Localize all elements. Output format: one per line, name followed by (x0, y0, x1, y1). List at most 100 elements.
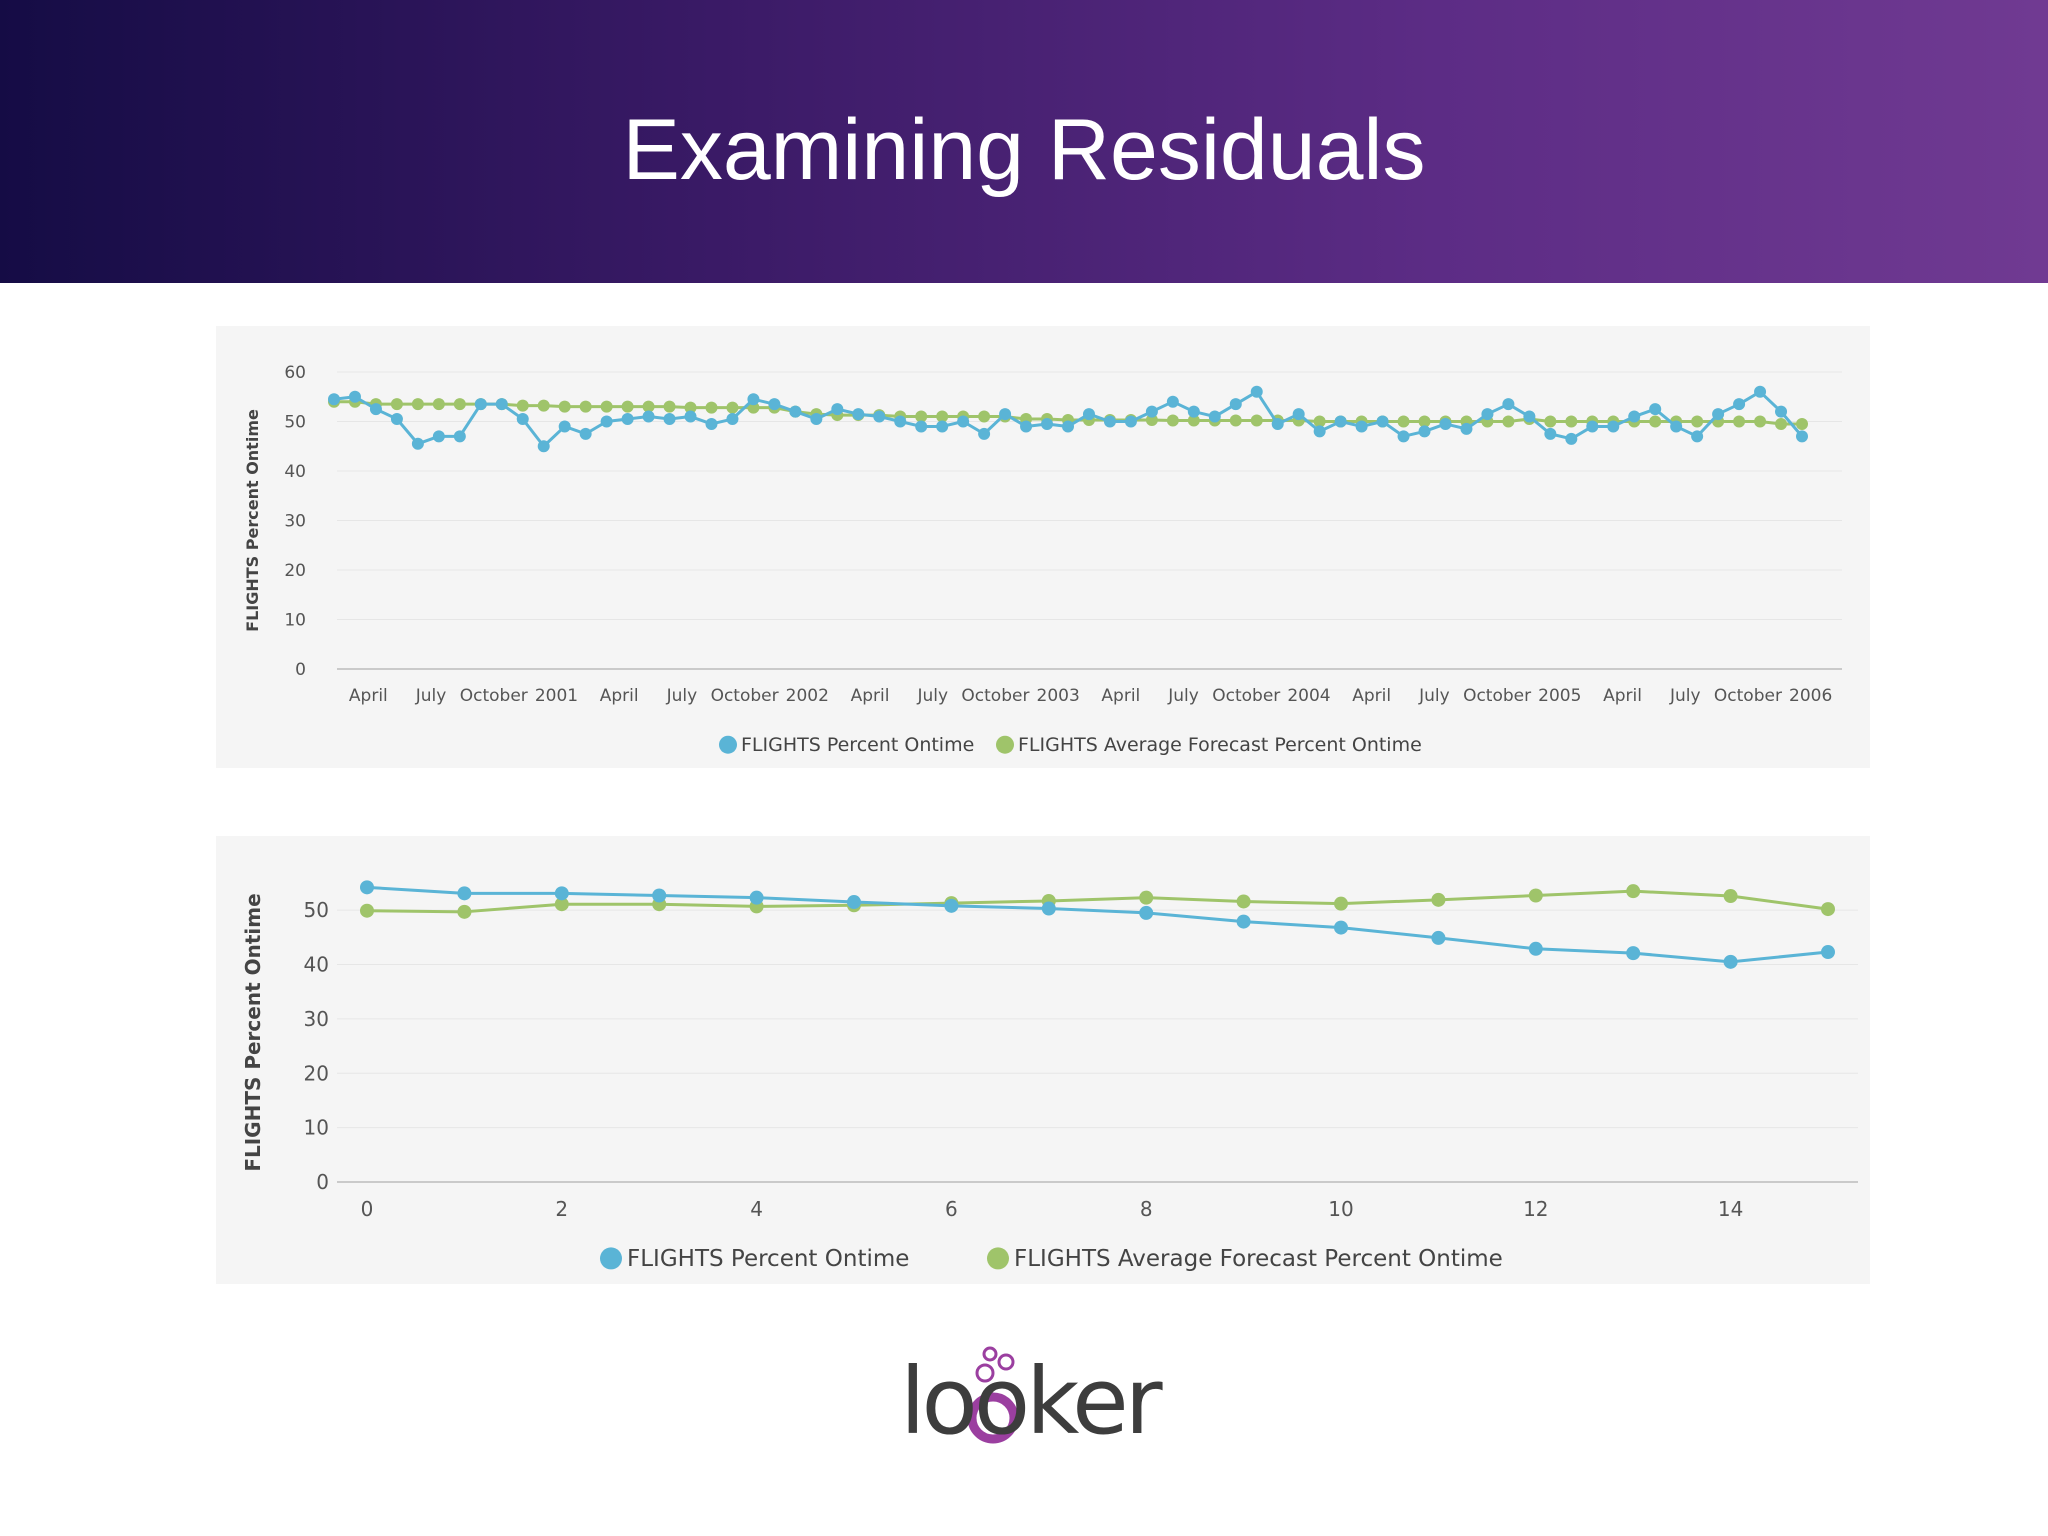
y-tick-label: 10 (284, 610, 306, 630)
data-point (1502, 415, 1515, 428)
data-point (1754, 385, 1767, 398)
data-point (1334, 415, 1347, 428)
data-point (1145, 414, 1158, 427)
data-point (944, 898, 959, 913)
x-tick-label: April (1352, 686, 1391, 706)
data-point (1796, 430, 1808, 443)
data-point (537, 440, 550, 453)
data-point (831, 403, 844, 416)
data-point (1187, 405, 1200, 418)
data-point (1229, 398, 1242, 411)
data-point (1334, 920, 1348, 935)
data-point (1431, 892, 1446, 907)
data-point (726, 401, 739, 414)
data-point (390, 413, 403, 426)
data-point (328, 393, 340, 406)
data-point (1166, 395, 1179, 408)
data-point (1460, 422, 1473, 435)
data-point (495, 398, 508, 411)
data-point (1313, 425, 1326, 438)
data-point (432, 430, 445, 443)
data-point (1565, 415, 1578, 428)
x-tick-label: 2004 (1287, 686, 1330, 706)
data-point (457, 886, 472, 901)
x-tick-label: October (1463, 686, 1531, 706)
data-point (936, 420, 949, 433)
data-point (1082, 408, 1095, 421)
data-point (411, 437, 424, 450)
data-point (474, 398, 487, 411)
y-tick-label: 50 (284, 412, 306, 432)
data-point (726, 413, 739, 426)
data-point (1626, 884, 1641, 899)
data-point (1723, 954, 1738, 969)
data-point (684, 401, 697, 414)
chart-residuals: 0 10 20 30 40 50 FLIGHTS Percent Ontime 0 2 4 6 8 10… (241, 880, 1858, 1272)
data-point (1626, 946, 1641, 961)
data-point (747, 393, 760, 406)
data-point (1187, 414, 1200, 427)
data-point (1397, 415, 1410, 428)
data-point (978, 410, 991, 423)
data-point (1528, 888, 1543, 903)
data-point (1376, 415, 1389, 428)
data-point (978, 427, 991, 440)
y-axis-title: FLIGHTS Percent Ontime (241, 893, 265, 1171)
x-tick-label: July (1418, 686, 1450, 706)
x-tick-label: 14 (1718, 1197, 1743, 1221)
data-point (705, 401, 718, 414)
legend-marker-icon (719, 735, 737, 754)
data-point (663, 413, 676, 426)
data-point (1271, 417, 1284, 430)
data-point (516, 413, 529, 426)
legend-marker-icon (600, 1247, 622, 1270)
title-banner (0, 0, 2048, 283)
data-point (1775, 405, 1788, 418)
data-point (1796, 417, 1808, 430)
x-tick-label: 10 (1328, 1197, 1353, 1221)
data-point (1733, 398, 1746, 411)
logo-text: looker (900, 1348, 1163, 1455)
chart-timeseries: 0 10 20 30 40 50 60 FLIGHTS Percent Ontime April… (243, 363, 1842, 756)
data-point (360, 903, 374, 918)
y-tick-label: 20 (284, 561, 306, 581)
data-point (516, 399, 529, 412)
x-tick-label: April (600, 686, 639, 706)
y-tick-label: 40 (284, 462, 306, 482)
data-point (1691, 430, 1704, 443)
data-point (1821, 902, 1835, 917)
data-point (453, 398, 466, 411)
data-point (1236, 894, 1251, 909)
data-point (1041, 417, 1054, 430)
data-point (1250, 385, 1263, 398)
legend-item-label: FLIGHTS Average Forecast Percent Ontime (1014, 1246, 1503, 1272)
x-tick-label: 2006 (1789, 686, 1832, 706)
data-point (684, 410, 697, 423)
legend-item-label: FLIGHTS Percent Ontime (627, 1246, 909, 1272)
y-tick-label: 10 (304, 1116, 329, 1140)
data-point (600, 415, 613, 428)
x-tick-label: April (349, 686, 388, 706)
x-tick-label: October (1714, 686, 1782, 706)
x-tick-label: July (666, 686, 698, 706)
x-tick-label: July (1167, 686, 1199, 706)
x-tick-label: July (415, 686, 447, 706)
data-point (1397, 430, 1410, 443)
y-tick-label: 0 (316, 1170, 329, 1194)
y-axis-title: FLIGHTS Percent Ontime (243, 409, 262, 632)
data-point (1670, 420, 1683, 433)
x-tick-label: 2 (555, 1197, 568, 1221)
data-point (432, 398, 445, 411)
data-point (1139, 905, 1154, 920)
data-point (1821, 945, 1835, 960)
data-point (1523, 410, 1536, 423)
x-tick-label: 2003 (1037, 686, 1080, 706)
data-point (1649, 403, 1662, 416)
data-point (810, 413, 823, 426)
data-point (705, 417, 718, 430)
data-point (1020, 420, 1033, 433)
data-point (390, 398, 403, 411)
data-point (663, 400, 676, 413)
data-point (1544, 415, 1557, 428)
logo-bubbles-icon (967, 1346, 1019, 1444)
